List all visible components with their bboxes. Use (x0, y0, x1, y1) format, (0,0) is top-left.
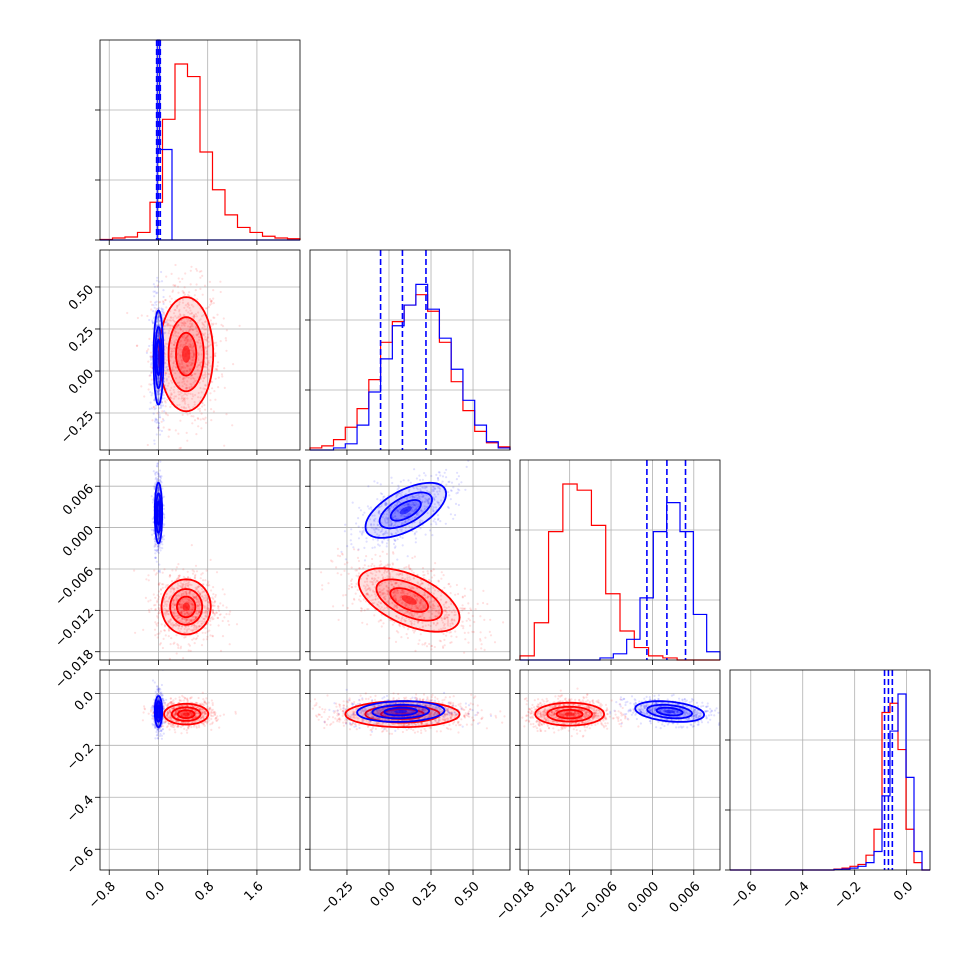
contour-line-blue (646, 703, 694, 720)
contour-line-blue (153, 695, 164, 728)
contour-line-blue (155, 338, 162, 377)
axes-frame-3-2 (519, 669, 721, 871)
contour-line-red (175, 331, 198, 377)
contour-line-blue (364, 481, 448, 539)
contour-line-red (546, 705, 594, 723)
axes-frame-3-0 (99, 669, 301, 871)
contours-3-2 (534, 700, 706, 727)
density-fill-blue (394, 710, 408, 714)
histogram-red-2 (519, 483, 720, 661)
contour-line-red (534, 701, 606, 727)
contours-3-0 (153, 695, 210, 728)
marks-layer (99, 39, 930, 871)
contour-line-red (160, 578, 212, 636)
contour-line-blue (152, 309, 165, 406)
contour-line-blue (155, 700, 162, 723)
axes-frame-3-1 (309, 669, 511, 871)
density-fill-blue (664, 710, 675, 714)
contour-line-blue (154, 326, 163, 390)
contour-line-blue (634, 700, 706, 723)
contours-2-1 (357, 481, 461, 633)
density-fill-red (182, 602, 190, 611)
axes-frame-1-1 (309, 249, 511, 451)
axes-frame-2-1 (309, 459, 511, 661)
density-fill-red (401, 595, 417, 605)
contour-line-blue (155, 492, 162, 534)
contour-line-red (169, 588, 204, 626)
density-fill-blue (157, 709, 159, 714)
density-fill-blue (399, 506, 412, 515)
contour-line-red (167, 316, 205, 393)
contour-line-red (175, 595, 197, 619)
contours-2-0 (153, 481, 212, 636)
contour-line-blue (655, 706, 684, 717)
axes-frame-2-2 (519, 459, 721, 661)
axes-frame-layer (95, 39, 931, 875)
contour-line-red (357, 567, 461, 633)
contour-line-blue (371, 703, 431, 720)
contour-line-red (163, 702, 210, 726)
contour-line-blue (383, 706, 418, 717)
contour-line-blue (389, 499, 422, 522)
contour-line-blue (156, 704, 161, 719)
density-fill-blue (157, 350, 160, 365)
contour-line-blue (356, 700, 446, 723)
axes-frame-3-3 (729, 669, 931, 871)
axes-frame-1-0 (99, 249, 301, 451)
contours-1-0 (152, 296, 215, 413)
density-fill-red (182, 345, 191, 363)
contours-3-1 (344, 700, 461, 728)
contour-line-red (389, 587, 430, 613)
contour-line-red (176, 709, 196, 720)
contour-line-blue (378, 491, 433, 530)
contour-line-red (380, 708, 425, 720)
contour-line-red (170, 706, 202, 722)
density-fill-blue (157, 508, 159, 518)
contour-line-red (555, 709, 584, 720)
density-fill-red (182, 712, 190, 716)
axes-frame-0-0 (99, 39, 301, 241)
histogram-blue-1 (310, 283, 511, 451)
contour-line-red (375, 578, 443, 622)
histogram-red-0 (99, 63, 301, 241)
contour-line-blue (156, 500, 161, 526)
density-fill-red (564, 712, 575, 716)
scatter-cloud-2-1 (320, 460, 505, 654)
axes-frame-2-0 (99, 459, 301, 661)
contour-line-blue (153, 481, 164, 545)
